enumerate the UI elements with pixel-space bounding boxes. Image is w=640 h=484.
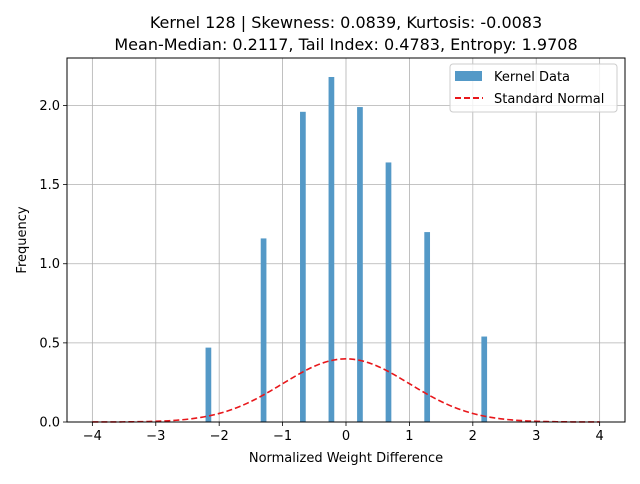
standard-normal-curve — [92, 358, 600, 423]
y-tick-label: 0.5 — [39, 336, 60, 351]
legend-swatch-kernel-data — [455, 71, 482, 81]
x-tick-label: −3 — [146, 429, 165, 444]
histogram-bar — [328, 76, 335, 422]
x-tick-label: −2 — [210, 429, 229, 444]
histogram-bar — [481, 336, 488, 422]
y-tick-label: 1.0 — [39, 257, 60, 272]
y-axis-ticks: 0.0 0.5 1.0 1.5 2.0 — [39, 99, 67, 431]
histogram-bar — [205, 347, 212, 422]
y-tick-label: 2.0 — [39, 99, 60, 114]
x-tick-label: −1 — [273, 429, 292, 444]
y-tick-label: 1.5 — [39, 178, 60, 193]
x-tick-label: 0 — [342, 429, 350, 444]
histogram-bars — [205, 76, 488, 423]
x-tick-label: 1 — [405, 429, 413, 444]
x-axis-label: Normalized Weight Difference — [249, 451, 443, 466]
histogram-bar — [424, 232, 431, 422]
x-tick-label: 2 — [469, 429, 477, 444]
x-tick-label: 4 — [595, 429, 603, 444]
x-tick-label: −4 — [83, 429, 102, 444]
legend-label-standard-normal: Standard Normal — [494, 92, 604, 107]
y-axis-label: Frequency — [15, 206, 30, 273]
chart-title-line-2: Mean-Median: 0.2117, Tail Index: 0.4783,… — [114, 35, 577, 54]
normal-curve-layer — [92, 358, 600, 423]
legend-label-kernel-data: Kernel Data — [494, 70, 570, 85]
histogram-bar — [260, 238, 267, 422]
histogram-bar — [385, 162, 392, 422]
chart-title-line-1: Kernel 128 | Skewness: 0.0839, Kurtosis:… — [150, 13, 542, 32]
x-axis-ticks: −4 −3 −2 −1 0 1 2 3 4 — [83, 422, 604, 444]
histogram-bar — [357, 107, 363, 423]
legend: Kernel Data Standard Normal — [449, 63, 618, 113]
y-tick-label: 0.0 — [39, 416, 60, 431]
legend-box — [449, 63, 618, 113]
histogram-bar — [300, 111, 306, 423]
x-tick-label: 3 — [532, 429, 540, 444]
